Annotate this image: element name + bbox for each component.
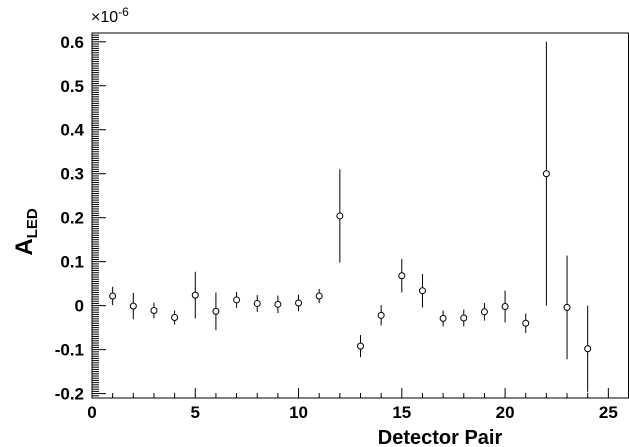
y-axis-title-main: A bbox=[11, 238, 38, 255]
data-point bbox=[253, 299, 261, 307]
y-axis-title: ALED bbox=[11, 208, 41, 256]
data-point bbox=[191, 291, 199, 299]
data-point bbox=[439, 314, 447, 322]
x-tick-label: 10 bbox=[289, 403, 308, 422]
y-tick-label: 0.5 bbox=[60, 77, 84, 96]
data-point bbox=[501, 303, 509, 311]
x-axis-title: Detector Pair bbox=[378, 427, 503, 447]
data-point bbox=[150, 306, 158, 314]
data-points bbox=[109, 170, 592, 353]
y-tick-label: 0 bbox=[75, 297, 84, 316]
y-axis-multiplier: ×10-6 bbox=[91, 5, 129, 26]
x-axis-tick-labels: 0 5 10 15 20 25 bbox=[87, 403, 618, 422]
data-point bbox=[398, 272, 406, 280]
data-point bbox=[460, 314, 468, 322]
y-tick-label: 0.6 bbox=[60, 33, 84, 52]
data-point bbox=[357, 342, 364, 350]
y-axis-multiplier-exponent: -6 bbox=[118, 5, 129, 19]
y-tick-label: 0.3 bbox=[60, 165, 84, 184]
data-point bbox=[336, 212, 344, 220]
x-tick-label: 20 bbox=[496, 403, 515, 422]
data-point bbox=[418, 287, 426, 295]
y-axis-title-subscript: LED bbox=[24, 208, 41, 238]
data-point bbox=[522, 319, 530, 327]
error-bars bbox=[112, 41, 589, 392]
data-point bbox=[129, 302, 137, 310]
data-point bbox=[315, 292, 323, 300]
y-tick-label: -0.2 bbox=[55, 385, 84, 404]
y-tick-label: -0.1 bbox=[55, 341, 84, 360]
data-point bbox=[584, 345, 592, 353]
data-point bbox=[109, 292, 117, 300]
x-axis-ticks bbox=[91, 388, 629, 398]
data-point bbox=[212, 307, 220, 315]
x-tick-label: 15 bbox=[392, 403, 411, 422]
data-point bbox=[542, 170, 550, 178]
y-axis-ticks bbox=[92, 32, 106, 399]
y-axis-tick-labels: -0.2 -0.1 0 0.1 0.2 0.3 0.4 0.5 0.6 bbox=[55, 33, 85, 404]
data-point bbox=[295, 299, 303, 307]
y-axis-multiplier-base: ×10 bbox=[91, 9, 118, 26]
y-tick-label: 0.4 bbox=[60, 121, 84, 140]
x-tick-label: 0 bbox=[87, 403, 96, 422]
data-point bbox=[563, 303, 571, 311]
x-tick-label: 25 bbox=[599, 403, 618, 422]
data-point bbox=[171, 314, 179, 322]
data-point bbox=[480, 308, 488, 316]
data-point bbox=[233, 296, 241, 304]
y-tick-label: 0.2 bbox=[60, 209, 84, 228]
y-tick-label: 0.1 bbox=[60, 253, 84, 272]
x-tick-label: 5 bbox=[191, 403, 200, 422]
data-point bbox=[274, 300, 282, 308]
data-point bbox=[377, 311, 385, 319]
